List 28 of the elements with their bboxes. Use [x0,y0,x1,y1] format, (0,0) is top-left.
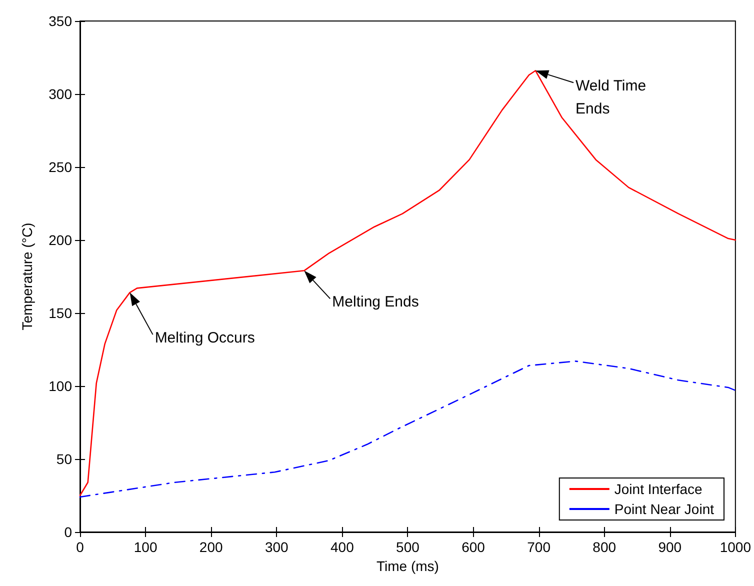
y-tick-label: 200 [48,232,72,248]
x-axis-title: Time (ms) [376,558,439,574]
annotation: Melting Ends [332,294,419,311]
y-tick-label: 350 [48,13,72,29]
x-tick-label: 600 [462,539,486,555]
y-tick-label: 250 [48,159,72,175]
y-tick-label: 100 [48,378,72,394]
x-tick-label: 900 [658,539,682,555]
x-tick-label: 300 [264,539,289,555]
x-tick-label: 400 [330,539,354,555]
annotation: Weld Time Ends [576,78,646,118]
y-tick-label: 300 [48,86,72,102]
line-series [79,360,736,498]
y-axis-title: Temperature (°C) [19,222,35,330]
x-tick-label: 800 [592,539,616,555]
annotation: Melting Occurs [154,330,255,347]
legend-label: Joint Interface [614,481,703,497]
x-tick-label: 100 [134,539,158,555]
x-tick-label: 200 [199,539,223,555]
x-tick-label: 0 [76,539,84,555]
x-tick-label: 700 [527,539,551,555]
line-series [79,70,736,496]
y-tick-label: 0 [64,524,72,540]
x-tick-label: 500 [396,539,420,555]
y-tick-label: 50 [56,451,72,467]
y-tick-label: 150 [48,305,72,321]
x-tick-label: 1000 [720,539,752,555]
legend-label: Point Near Joint [614,501,714,517]
